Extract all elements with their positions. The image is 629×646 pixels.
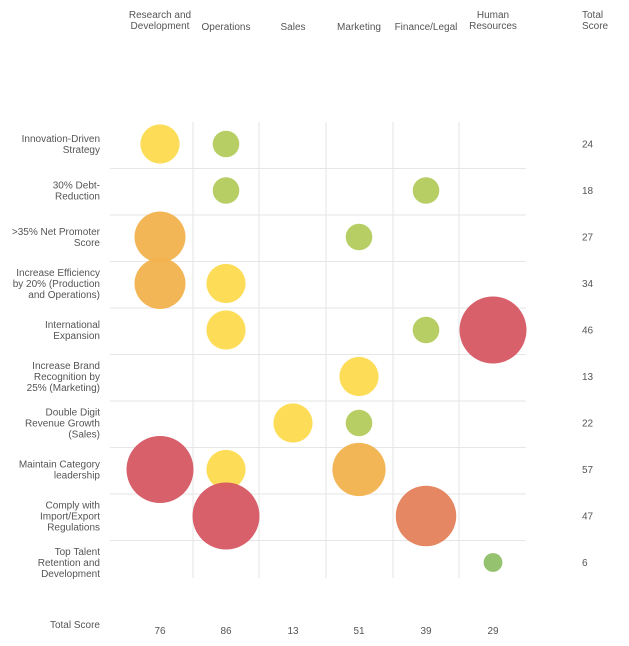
row-label-line: Innovation-Driven: [22, 134, 100, 145]
row-label-line: International: [45, 320, 100, 331]
total-score-header: Total Score: [582, 10, 609, 32]
row-total: 13: [582, 372, 594, 383]
total-score-header-line: Total: [582, 10, 603, 21]
column-header-line: Resources: [469, 21, 517, 32]
column-total: 13: [287, 626, 299, 637]
bubble: [339, 356, 379, 397]
row-label-line: Development: [41, 569, 100, 580]
row-label: Double Digit Revenue Growth (Sales): [25, 408, 100, 441]
row-label-line: leadership: [54, 471, 101, 482]
bubble: [134, 258, 186, 309]
bubble: [273, 403, 313, 443]
bubble: [412, 316, 440, 344]
column-header: Human Resources: [469, 10, 517, 32]
row-label-line: Retention and: [38, 558, 100, 569]
row-label-line: Maintain Category: [19, 460, 100, 471]
column-header: Operations: [202, 22, 251, 33]
row-label-line: Import/Export: [40, 512, 100, 523]
bubble: [140, 124, 180, 164]
column-total: 86: [220, 626, 232, 637]
row-label-line: >35% Net Promoter: [12, 227, 101, 238]
bubble: [483, 553, 503, 572]
bubble: [212, 130, 240, 158]
row-label: Innovation-Driven Strategy: [22, 134, 100, 156]
row-label-line: Comply with: [46, 501, 100, 512]
column-total: 39: [420, 626, 432, 637]
row-total: 24: [582, 140, 594, 151]
bubble: [459, 296, 527, 364]
row-labels: Innovation-Driven Strategy 30% Debt-Reduct…: [12, 134, 101, 580]
row-label-line: Regulations: [47, 523, 100, 534]
row-label-line: (Sales): [68, 430, 100, 441]
row-label: International Expansion: [45, 320, 100, 342]
row-label-line: Expansion: [53, 331, 100, 342]
row-label: >35% Net Promoter Score: [12, 227, 101, 249]
column-header: Sales: [280, 22, 305, 33]
row-total: 46: [582, 326, 594, 337]
column-header-line: Finance/Legal: [395, 22, 458, 33]
row-total: 34: [582, 279, 594, 290]
bubble: [192, 482, 260, 550]
bubble: [345, 223, 373, 251]
bubble: [212, 177, 240, 204]
bubble: [345, 409, 373, 437]
row-label: Comply with Import/Export Regulations: [40, 501, 100, 534]
row-total: 27: [582, 233, 594, 244]
row-total: 6: [582, 558, 588, 569]
bubble: [206, 449, 246, 490]
row-label: Top Talent Retention and Development: [38, 547, 101, 580]
column-header-line: Human: [477, 10, 509, 21]
row-label-line: Top Talent: [55, 547, 101, 558]
column-header: Research and Development: [129, 10, 191, 32]
row-label-line: Strategy: [63, 145, 100, 156]
column-header-line: Operations: [202, 22, 251, 33]
row-label-line: by 20% (Production: [13, 279, 100, 290]
row-label-line: Increase Efficiency: [16, 268, 100, 279]
bubble: [332, 442, 386, 497]
bubble: [206, 263, 246, 304]
row-label-line: Score: [74, 238, 101, 249]
total-score-header-line: Score: [582, 21, 609, 32]
totals: 24 18 27 34 46 13 22 57 47 6 Total Score 76 86 13 51 39…: [50, 140, 594, 638]
column-headers: Research and Development Operations Sales Ma…: [129, 10, 609, 33]
row-label: 30% Debt-Reduction: [53, 181, 100, 203]
column-total: 76: [154, 626, 166, 637]
column-total: 51: [353, 626, 365, 637]
column-total: 29: [487, 626, 499, 637]
bubble: [395, 485, 457, 547]
row-total: 57: [582, 465, 594, 476]
column-header-line: Marketing: [337, 22, 381, 33]
row-total: 18: [582, 186, 594, 197]
row-label-line: Recognition by: [34, 372, 100, 383]
row-label-line: Revenue Growth: [25, 419, 100, 430]
row-total: 47: [582, 512, 594, 523]
row-label: Maintain Category leadership: [19, 460, 101, 482]
column-header-line: Sales: [280, 22, 305, 33]
row-label: Increase Efficiency by 20% (Production and…: [13, 268, 100, 301]
row-label-line: 30% Debt-: [53, 181, 100, 192]
bubble: [134, 211, 186, 263]
bubbles: [126, 124, 527, 572]
grid-lines: [110, 122, 526, 578]
row-label-line: 25% (Marketing): [27, 383, 100, 394]
bubble: [206, 310, 246, 350]
row-label-line: Double Digit: [46, 408, 101, 419]
bubble: [412, 177, 440, 204]
column-header: Marketing: [337, 22, 381, 33]
row-label-line: Increase Brand: [32, 361, 100, 372]
row-total: 22: [582, 419, 594, 430]
row-label: Increase Brand Recognition by 25% (Marketi…: [27, 361, 100, 394]
row-label-line: and Operations): [28, 290, 100, 301]
bubble: [126, 436, 194, 503]
column-header-line: Development: [131, 21, 190, 32]
column-header: Finance/Legal: [395, 22, 458, 33]
row-label-line: Reduction: [55, 192, 100, 203]
column-header-line: Research and: [129, 10, 191, 21]
total-score-label: Total Score: [50, 620, 100, 631]
